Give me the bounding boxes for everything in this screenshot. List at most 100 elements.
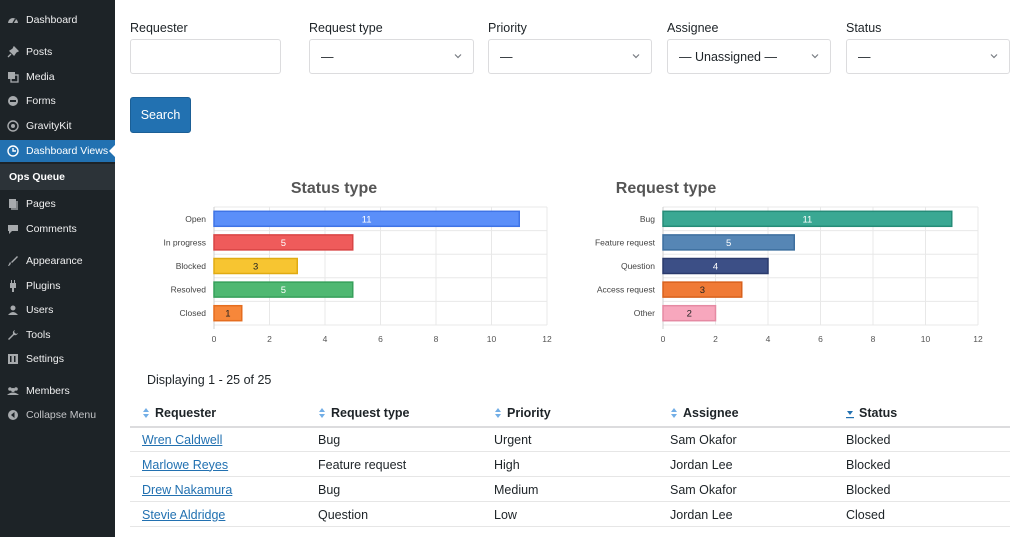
- sidebar-item-dashboard-views[interactable]: Dashboard Views: [0, 140, 115, 162]
- sidebar-item-dashboard[interactable]: Dashboard: [0, 9, 115, 31]
- x-tick-label: 8: [434, 334, 439, 344]
- admin-sidebar: Dashboard Posts Media Forms GravityKit D…: [0, 0, 115, 537]
- category-label: Resolved: [171, 285, 207, 295]
- status-select[interactable]: —: [846, 39, 1010, 74]
- dashboard-icon: [6, 13, 20, 27]
- x-tick-label: 0: [661, 334, 666, 344]
- sidebar-item-media[interactable]: Media: [0, 66, 115, 88]
- requester-input[interactable]: [130, 39, 281, 74]
- category-label: In progress: [163, 237, 206, 247]
- bar: [662, 257, 769, 275]
- sidebar-item-label: Dashboard: [26, 14, 78, 26]
- collapse-icon: [6, 408, 20, 422]
- request-type-select-value: —: [321, 49, 334, 64]
- priority-filter-label: Priority: [488, 21, 527, 35]
- main-content: Requester Request type — Priority — Assi…: [115, 0, 1024, 537]
- assignee-select[interactable]: — Unassigned —: [667, 39, 831, 74]
- sidebar-item-gravitykit[interactable]: GravityKit: [0, 115, 115, 137]
- column-header-request-type[interactable]: Request type: [318, 400, 410, 426]
- priority-select[interactable]: —: [488, 39, 652, 74]
- data-label: 5: [281, 285, 286, 296]
- sidebar-item-label: Pages: [26, 198, 56, 210]
- chevron-down-icon: [811, 54, 819, 59]
- table-row: Drew Nakamura Bug Medium Sam Okafor Bloc…: [130, 477, 1010, 502]
- sidebar-item-label: Appearance: [26, 255, 83, 267]
- x-tick-label: 2: [713, 334, 718, 344]
- appearance-icon: [6, 254, 20, 268]
- bar: [213, 210, 520, 228]
- sidebar-item-settings[interactable]: Settings: [0, 348, 115, 370]
- sidebar-item-users[interactable]: Users: [0, 299, 115, 321]
- sidebar-item-appearance[interactable]: Appearance: [0, 250, 115, 272]
- plugins-icon: [6, 279, 20, 293]
- data-label: 2: [687, 309, 692, 320]
- column-header-assignee[interactable]: Assignee: [670, 400, 739, 426]
- category-label: Access request: [597, 285, 656, 295]
- pages-icon: [6, 197, 20, 211]
- assignee-cell: Sam Okafor: [670, 482, 737, 497]
- sidebar-item-plugins[interactable]: Plugins: [0, 275, 115, 297]
- x-tick-label: 0: [212, 334, 217, 344]
- category-label: Open: [185, 214, 206, 224]
- priority-cell: Low: [494, 507, 517, 522]
- request-type-cell: Feature request: [318, 457, 407, 472]
- bar: [662, 304, 717, 322]
- requester-link[interactable]: Marlowe Reyes: [142, 457, 229, 472]
- data-label: 11: [802, 214, 812, 225]
- sidebar-item-pages[interactable]: Pages: [0, 193, 115, 215]
- sidebar-collapse-menu[interactable]: Collapse Menu: [0, 404, 115, 426]
- sidebar-item-tools[interactable]: Tools: [0, 324, 115, 346]
- priority-cell: High: [494, 457, 520, 472]
- sidebar-item-forms[interactable]: Forms: [0, 90, 115, 112]
- status-type-chart: 0 2 4 6 8 10 12 Open 11 In progress 5 Blocked 3 Resol…: [163, 206, 552, 344]
- sidebar-item-label: Media: [26, 71, 55, 83]
- x-tick-label: 8: [871, 334, 876, 344]
- assignee-select-value: — Unassigned —: [679, 49, 777, 64]
- sidebar-item-label: Users: [26, 304, 54, 316]
- sidebar-subitem-ops-queue[interactable]: Ops Queue: [0, 164, 115, 190]
- sidebar-item-posts[interactable]: Posts: [0, 41, 115, 63]
- settings-icon: [6, 352, 20, 366]
- sidebar-item-comments[interactable]: Comments: [0, 218, 115, 240]
- status-chart-title: Status type: [290, 180, 378, 197]
- status-select-value: —: [858, 49, 871, 64]
- requester-link[interactable]: Drew Nakamura: [142, 482, 233, 497]
- category-label: Question: [621, 261, 655, 271]
- chevron-down-icon: [454, 54, 462, 59]
- search-button-label: Search: [140, 108, 181, 122]
- sidebar-item-label: GravityKit: [26, 120, 72, 132]
- sidebar-item-label: Forms: [26, 95, 56, 107]
- requester-link[interactable]: Wren Caldwell: [142, 432, 223, 447]
- category-label: Feature request: [595, 237, 656, 247]
- search-button[interactable]: Search: [130, 97, 191, 133]
- status-cell: Blocked: [846, 482, 891, 497]
- requester-link[interactable]: Stevie Aldridge: [142, 507, 226, 522]
- sidebar-item-label: Plugins: [26, 280, 61, 292]
- category-label: Other: [634, 308, 655, 318]
- x-tick-label: 10: [487, 334, 497, 344]
- chevron-down-icon: [990, 54, 998, 59]
- x-tick-label: 6: [818, 334, 823, 344]
- sort-desc-icon: [846, 411, 854, 419]
- column-header-status[interactable]: Status: [846, 400, 897, 426]
- sort-icon: [671, 408, 677, 418]
- sidebar-item-label: Collapse Menu: [26, 409, 97, 421]
- request-type-filter-label: Request type: [309, 21, 383, 35]
- column-header-priority[interactable]: Priority: [494, 400, 551, 426]
- data-label: 3: [700, 285, 705, 296]
- priority-cell: Medium: [494, 482, 539, 497]
- column-header-requester[interactable]: Requester: [142, 400, 216, 426]
- bar: [213, 304, 243, 322]
- assignee-cell: Sam Okafor: [670, 432, 737, 447]
- table-row: Wren Caldwell Bug Urgent Sam Okafor Bloc…: [130, 427, 1010, 452]
- bar: [662, 234, 795, 251]
- column-header-label: Status: [859, 406, 898, 420]
- request-type-cell: Bug: [318, 482, 341, 497]
- status-cell: Closed: [846, 507, 885, 522]
- x-tick-label: 4: [323, 334, 328, 344]
- bar: [213, 281, 354, 298]
- x-tick-label: 2: [267, 334, 272, 344]
- request-type-select[interactable]: —: [309, 39, 474, 74]
- requester-filter-label: Requester: [130, 21, 188, 35]
- sidebar-item-members[interactable]: Members: [0, 380, 115, 402]
